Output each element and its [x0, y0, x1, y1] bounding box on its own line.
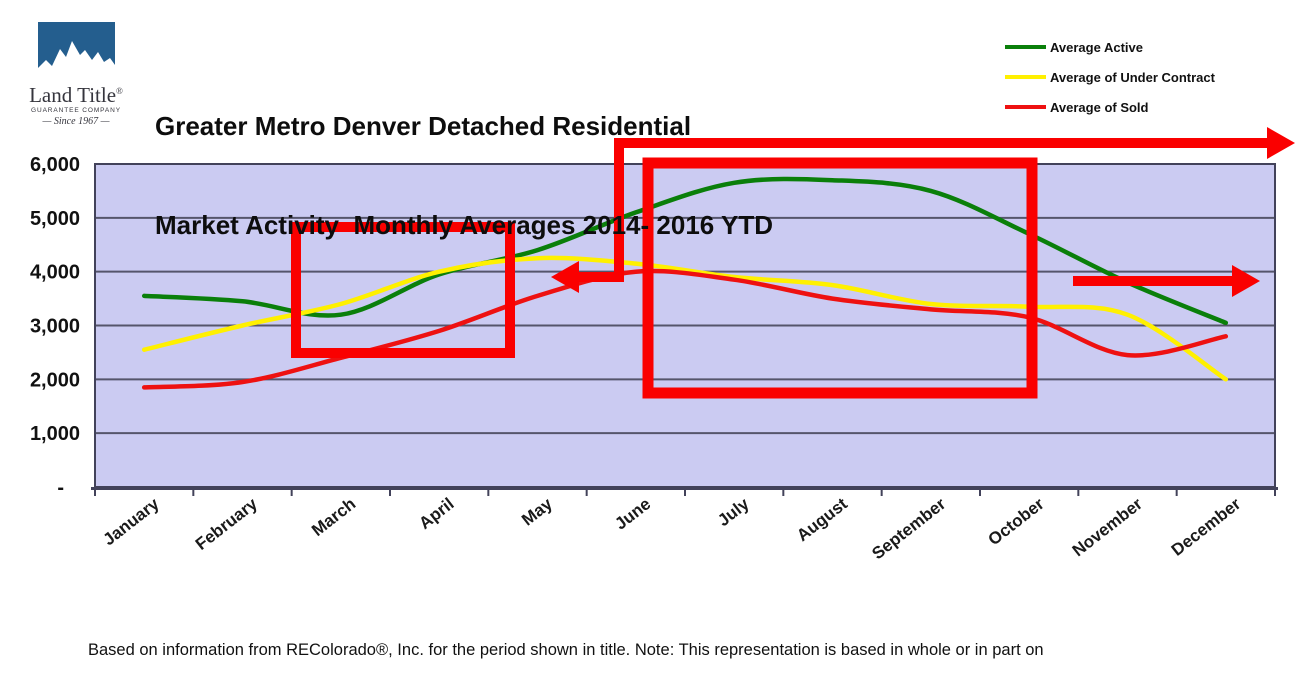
y-axis-label-0: - [57, 477, 64, 499]
land-title-logo: Land Title® GUARANTEE COMPANY — Since 19… [28, 22, 124, 127]
disclaimer: Based on information from REColorado®, I… [88, 600, 1044, 686]
disclaimer-line-1: Based on information from REColorado®, I… [88, 641, 1044, 659]
series-line-average-of-under-contract [141, 255, 1229, 382]
logo-brand: Land Title® [29, 83, 123, 107]
y-axis-label-6000: 6,000 [30, 154, 80, 176]
mountain-icon [37, 22, 115, 80]
y-axis-label-1000: 1,000 [30, 423, 80, 445]
annotation-march-april-highlight-rect [291, 222, 515, 358]
chart-title-line-1: Greater Metro Denver Detached Residentia… [155, 111, 692, 141]
annotation-right-arrow-head-end [1232, 265, 1260, 297]
legend-label: Average of Sold [1050, 99, 1149, 115]
legend-swatch-average-sold [1005, 105, 1046, 109]
legend-label: Average of Under Contract [1050, 69, 1215, 85]
month-label-february: February [192, 494, 261, 554]
y-axis-label-5000: 5,000 [30, 208, 80, 230]
month-label-september: September [868, 494, 949, 563]
annotation-elbow-double-arrow [579, 138, 1267, 282]
logo-tagline: — Since 1967 — [42, 116, 110, 127]
month-label-october: October [985, 494, 1048, 549]
month-label-january: January [100, 494, 164, 549]
month-label-april: April [415, 494, 457, 533]
y-axis-label-3000: 3,000 [30, 316, 80, 338]
annotation-elbow-double-arrow-head-end [1267, 127, 1295, 159]
month-label-may: May [518, 494, 556, 530]
series-line-average-of-sold [141, 268, 1229, 390]
month-label-august: August [793, 494, 851, 545]
chart-title-line-2: Market Activity Monthly Averages 2014- 2… [155, 210, 773, 240]
month-label-march: March [308, 494, 359, 540]
legend: Average Active Average of Under Contract… [1005, 32, 1215, 122]
legend-swatch-average-active [1005, 45, 1046, 49]
month-label-november: November [1069, 494, 1147, 560]
month-label-december: December [1168, 494, 1245, 560]
series-line-average-active [141, 176, 1229, 326]
registered-mark: ® [116, 86, 123, 96]
legend-item-average-under-contract: Average of Under Contract [1005, 62, 1215, 92]
y-axis-label-4000: 4,000 [30, 262, 80, 284]
month-label-june: June [611, 494, 654, 533]
annotation-june-october-highlight-rect [642, 157, 1038, 399]
logo-subtitle: GUARANTEE COMPANY [31, 107, 121, 114]
y-axis-label-2000: 2,000 [30, 369, 80, 391]
month-label-july: July [714, 494, 753, 530]
legend-swatch-average-under-contract [1005, 75, 1046, 79]
annotation-elbow-double-arrow-head-start [551, 261, 579, 293]
chart-title: Greater Metro Denver Detached Residentia… [155, 44, 773, 308]
legend-label: Average Active [1050, 39, 1143, 55]
legend-item-average-active: Average Active [1005, 32, 1215, 62]
legend-item-average-sold: Average of Sold [1005, 92, 1215, 122]
